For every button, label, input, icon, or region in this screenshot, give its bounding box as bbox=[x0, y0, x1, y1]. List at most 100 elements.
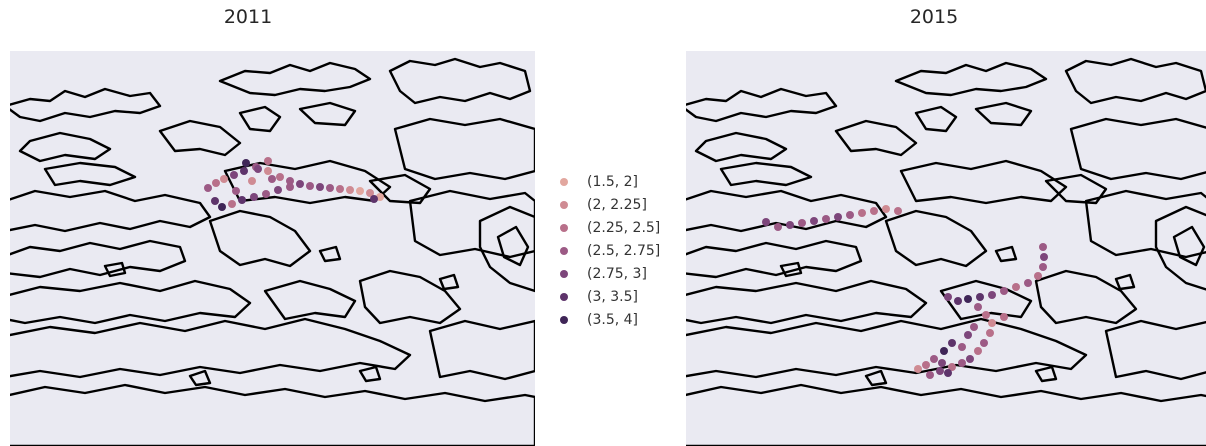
observation-dot bbox=[268, 175, 276, 183]
observation-dot bbox=[786, 221, 794, 229]
observation-dot bbox=[276, 173, 284, 181]
observation-dot bbox=[986, 329, 994, 337]
observation-dot bbox=[914, 365, 922, 373]
observation-dot bbox=[248, 177, 256, 185]
legend-item: (3, 3.5] bbox=[558, 285, 660, 308]
legend-label: (2.5, 2.75] bbox=[587, 242, 661, 259]
observation-dot bbox=[1012, 283, 1020, 291]
observation-dot bbox=[964, 331, 972, 339]
observation-dot bbox=[762, 218, 770, 226]
legend-item: (3.5, 4] bbox=[558, 308, 660, 331]
observation-dot bbox=[948, 339, 956, 347]
observation-dot bbox=[948, 363, 956, 371]
legend-item: (2, 2.25] bbox=[558, 193, 660, 216]
observation-dot bbox=[211, 197, 219, 205]
coastline-map bbox=[10, 57, 535, 446]
legend-swatch-icon bbox=[560, 200, 568, 209]
observation-dot bbox=[220, 175, 228, 183]
legend-label: (3, 3.5] bbox=[587, 288, 638, 305]
legend-item: (1.5, 2] bbox=[558, 170, 660, 193]
panel-title-2011: 2011 bbox=[223, 6, 273, 28]
observation-dot bbox=[938, 359, 946, 367]
observation-dot bbox=[974, 347, 982, 355]
observation-dot bbox=[228, 200, 236, 208]
observation-dot bbox=[810, 217, 818, 225]
observation-dot bbox=[1000, 313, 1008, 321]
panel-title-2015: 2015 bbox=[909, 6, 959, 28]
observation-dot bbox=[1039, 243, 1047, 251]
observation-dot bbox=[988, 291, 996, 299]
observation-dot bbox=[1000, 287, 1008, 295]
observation-dot bbox=[966, 355, 974, 363]
observation-dot bbox=[212, 179, 220, 187]
legend-item: (2.5, 2.75] bbox=[558, 239, 660, 262]
observation-dot bbox=[264, 157, 272, 165]
legend-label: (2, 2.25] bbox=[587, 196, 647, 213]
legend-item: (2.25, 2.5] bbox=[558, 216, 660, 239]
observation-dot bbox=[936, 367, 944, 375]
observation-dot bbox=[974, 303, 982, 311]
observation-dot bbox=[254, 165, 262, 173]
observation-dot bbox=[958, 343, 966, 351]
observation-dot bbox=[930, 355, 938, 363]
observation-dot bbox=[370, 195, 378, 203]
observation-dot bbox=[944, 293, 952, 301]
observation-dot bbox=[356, 187, 364, 195]
coastline-map bbox=[686, 57, 1206, 446]
observation-dot bbox=[970, 323, 978, 331]
legend-swatch-icon bbox=[560, 177, 568, 186]
observation-dot bbox=[922, 361, 930, 369]
legend-label: (2.75, 3] bbox=[587, 265, 647, 282]
observation-dot bbox=[980, 339, 988, 347]
observation-dot bbox=[774, 223, 782, 231]
observation-dot bbox=[926, 371, 934, 379]
observation-dot bbox=[286, 177, 294, 185]
legend-swatch-icon bbox=[560, 292, 568, 301]
observation-dot bbox=[238, 196, 246, 204]
legend-item: (2.75, 3] bbox=[558, 262, 660, 285]
observation-dot bbox=[944, 369, 952, 377]
legend-label: (1.5, 2] bbox=[587, 173, 638, 190]
observation-dot bbox=[1024, 279, 1032, 287]
legend-label: (3.5, 4] bbox=[587, 311, 638, 328]
observation-dot bbox=[336, 185, 344, 193]
observation-dot bbox=[286, 183, 294, 191]
observation-dot bbox=[954, 297, 962, 305]
observation-dot bbox=[306, 182, 314, 190]
observation-dot bbox=[982, 311, 990, 319]
legend-swatch-icon bbox=[560, 223, 568, 232]
observation-dot bbox=[218, 203, 226, 211]
observation-dot bbox=[798, 219, 806, 227]
observation-dot bbox=[316, 183, 324, 191]
map-panel-2011 bbox=[10, 51, 535, 446]
observation-dot bbox=[988, 319, 996, 327]
observation-dot bbox=[240, 167, 248, 175]
observation-dot bbox=[1039, 263, 1047, 271]
observation-dot bbox=[366, 189, 374, 197]
observation-dot bbox=[822, 215, 830, 223]
legend-swatch-icon bbox=[560, 246, 568, 255]
observation-dot bbox=[964, 295, 972, 303]
observation-dot bbox=[940, 347, 948, 355]
observation-dot bbox=[1034, 272, 1042, 280]
observation-dot bbox=[1040, 253, 1048, 261]
observation-dot bbox=[230, 171, 238, 179]
observation-dot bbox=[882, 205, 890, 213]
legend-swatch-icon bbox=[560, 315, 568, 324]
observation-dot bbox=[250, 193, 258, 201]
map-panel-2015 bbox=[686, 51, 1206, 446]
observation-dot bbox=[264, 167, 272, 175]
observation-dot bbox=[232, 187, 240, 195]
observation-dot bbox=[958, 359, 966, 367]
observation-dot bbox=[262, 190, 270, 198]
observation-dot bbox=[242, 159, 250, 167]
legend: (1.5, 2] (2, 2.25] (2.25, 2.5] (2.5, 2.7… bbox=[558, 170, 660, 331]
observation-dot bbox=[894, 207, 902, 215]
legend-swatch-icon bbox=[560, 269, 568, 278]
observation-dot bbox=[274, 186, 282, 194]
observation-dot bbox=[346, 186, 354, 194]
observation-dot bbox=[204, 184, 212, 192]
observation-dot bbox=[326, 184, 334, 192]
legend-label: (2.25, 2.5] bbox=[587, 219, 661, 236]
observation-dot bbox=[296, 180, 304, 188]
